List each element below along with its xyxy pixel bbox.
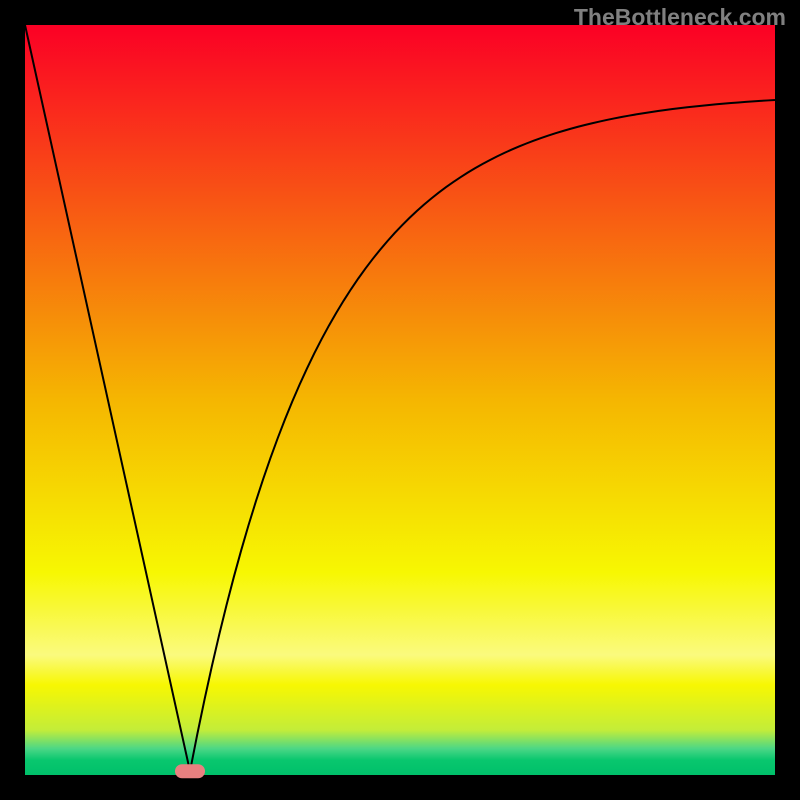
chart-background [25, 25, 775, 775]
bottleneck-chart: TheBottleneck.com [0, 0, 800, 800]
optimal-marker [175, 764, 205, 778]
chart-svg [0, 0, 800, 800]
watermark-text: TheBottleneck.com [574, 4, 786, 31]
